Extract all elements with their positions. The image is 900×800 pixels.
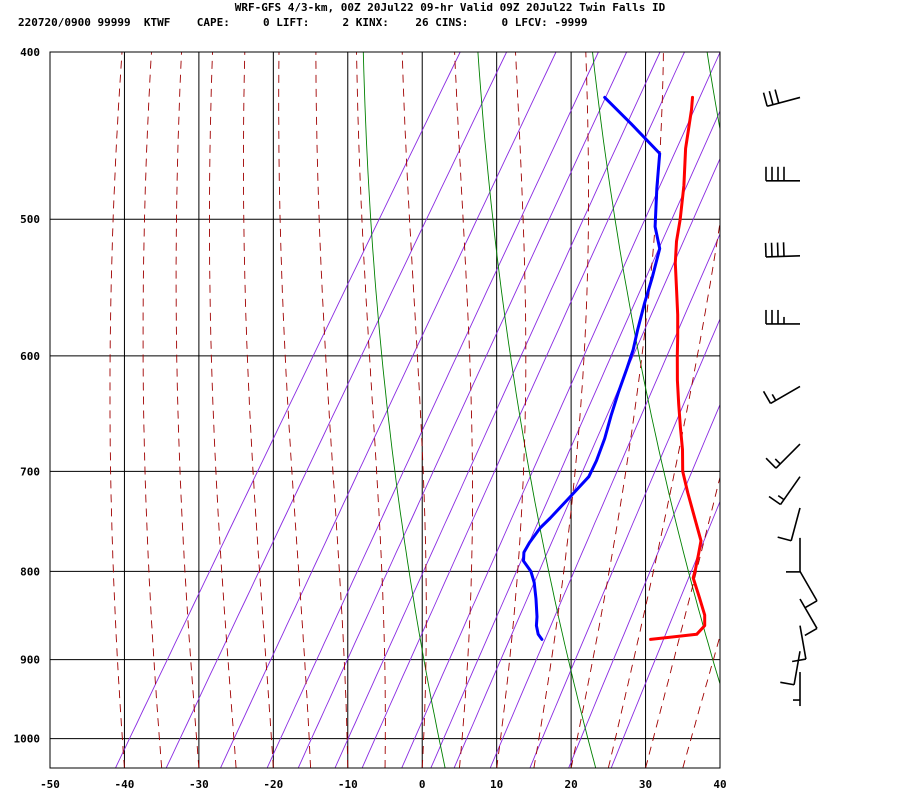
y-tick-label: 600 — [20, 350, 40, 363]
dry-adiabat-line — [706, 52, 720, 132]
moist-adiabat-line — [682, 634, 720, 768]
mixing-ratio-line — [529, 317, 720, 768]
mixing-ratio-line — [489, 232, 720, 768]
moist-adiabat-line — [496, 52, 527, 768]
wind-barb-full — [804, 600, 818, 609]
wind-barb-full — [765, 457, 777, 469]
wind-barb-full — [774, 89, 780, 104]
wind-barb-staff — [790, 507, 801, 541]
x-tick-label: -20 — [263, 778, 283, 791]
wind-barb-full — [780, 681, 795, 686]
mixing-ratio-line — [220, 52, 557, 768]
wind-barb — [768, 476, 801, 506]
x-tick-label: 20 — [564, 778, 577, 791]
y-tick-label: 700 — [20, 465, 40, 478]
pressure-axis-ticks: 400 500 600 700 800 900 1000 — [14, 46, 41, 746]
wind-barb-staff — [775, 443, 801, 469]
mixing-ratio-line — [115, 52, 461, 768]
moist-adiabat-line — [533, 52, 589, 768]
x-tick-label: 40 — [713, 778, 726, 791]
sounding-profiles — [522, 95, 707, 641]
x-tick-label: 10 — [490, 778, 503, 791]
wind-barb — [777, 507, 801, 542]
x-tick-label: -40 — [115, 778, 135, 791]
wind-barb — [765, 443, 801, 469]
y-tick-label: 900 — [20, 654, 40, 667]
wind-barb — [799, 571, 818, 609]
wind-barb — [762, 385, 801, 405]
dry-adiabat-line — [592, 52, 720, 686]
chart-title: WRF-GFS 4/3-km, 00Z 20Jul22 09-hr Valid … — [234, 1, 666, 14]
wind-barb-staff — [770, 385, 801, 405]
dewpoint-profile-line — [522, 95, 662, 641]
mixing-ratio-line — [334, 52, 661, 768]
wind-barb-staff — [765, 254, 801, 258]
wind-barb — [762, 89, 801, 108]
wind-barb — [765, 309, 800, 325]
wind-barb — [764, 242, 801, 258]
wind-barb — [799, 598, 818, 637]
dry-adiabat-lines — [362, 52, 900, 768]
y-tick-label: 1000 — [14, 733, 41, 746]
wind-barb-full — [768, 90, 774, 105]
x-tick-label: -30 — [189, 778, 209, 791]
wind-barb-half — [771, 393, 777, 401]
mixing-ratio-lines — [115, 52, 720, 768]
wind-barb-staff — [799, 598, 818, 629]
wind-barbs — [762, 89, 818, 707]
mixing-ratio-line — [568, 403, 720, 768]
wind-barb-full — [804, 627, 818, 637]
wind-barb-staff — [799, 571, 818, 602]
mixing-ratio-line — [266, 52, 599, 768]
moist-adiabat-line — [645, 475, 720, 768]
wind-barb — [780, 651, 801, 686]
x-tick-label: 30 — [639, 778, 652, 791]
x-tick-label: 0 — [419, 778, 426, 791]
wind-barb — [793, 672, 801, 707]
wind-barb-staff — [793, 651, 801, 685]
station-stats-line: 220720/0900 99999 KTWF CAPE: 0 LIFT: 2 K… — [18, 16, 588, 29]
wind-barb — [786, 537, 801, 573]
moist-adiabat-line — [607, 220, 720, 768]
wind-barb-half — [774, 458, 781, 465]
wind-barb-full — [777, 536, 792, 542]
wind-barb-staff — [779, 476, 801, 505]
wind-barb-full — [762, 92, 768, 107]
wind-barb — [765, 166, 800, 182]
temperature-profile-line — [649, 95, 707, 641]
wind-barb-full — [768, 495, 781, 506]
y-tick-label: 500 — [20, 213, 40, 226]
moist-adiabat-lines — [109, 52, 720, 768]
chart-header: WRF-GFS 4/3-km, 00Z 20Jul22 09-hr Valid … — [0, 0, 900, 34]
mixing-ratio-line — [430, 110, 720, 768]
mixing-ratio-line — [165, 52, 508, 768]
mixing-ratio-line — [401, 52, 720, 768]
x-tick-label: -50 — [40, 778, 60, 791]
isobar-grid-lines — [50, 51, 720, 740]
mixing-ratio-line — [297, 52, 628, 768]
y-tick-label: 400 — [20, 46, 40, 59]
moist-adiabat-line — [719, 766, 720, 768]
wind-barb-half — [777, 494, 785, 501]
x-tick-label: -10 — [338, 778, 358, 791]
y-tick-label: 800 — [20, 565, 40, 578]
wind-barb-staff — [799, 625, 807, 660]
dry-adiabat-line — [362, 52, 446, 768]
mixing-ratio-line — [361, 52, 685, 768]
wind-barb-full — [762, 390, 772, 404]
plot-frame — [49, 51, 721, 769]
isotherm-grid-lines — [123, 52, 647, 768]
mixing-ratio-line — [610, 500, 720, 768]
temperature-axis-ticks: -50 -40 -30 -20 -10 0 10 20 30 40 — [40, 778, 727, 791]
dry-adiabat-line — [822, 52, 900, 768]
dry-adiabat-line — [477, 52, 597, 768]
